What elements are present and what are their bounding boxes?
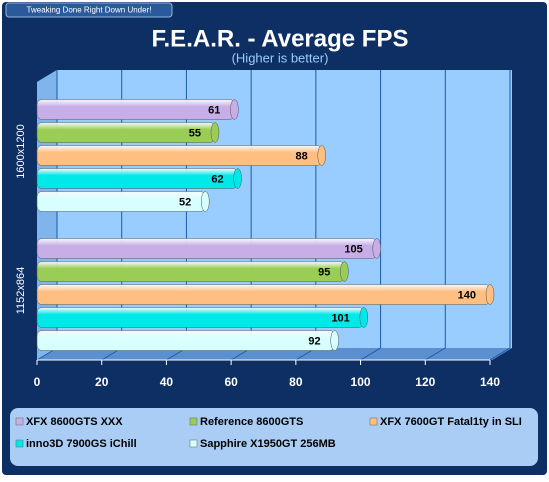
value-label: 52 [179,196,191,208]
x-tick-label: 120 [415,375,435,389]
bar [36,168,238,189]
value-label: 140 [458,289,476,301]
x-tick-label: 80 [289,375,303,389]
bar [36,145,322,166]
chart-subtitle: (Higher is better) [232,50,329,65]
legend-label: XFX 8600GTS XXX [26,416,123,428]
bar-cap [485,284,495,305]
legend-label: Reference 8600GTS [200,416,303,428]
value-label: 92 [308,335,320,347]
floor-line [489,347,511,361]
bar [36,99,235,120]
bar-cap [330,330,339,351]
bar-cap [340,261,349,282]
value-label: 62 [211,173,223,185]
bar-cap [201,191,210,212]
y-tick-label: 1152x864 [15,267,27,315]
value-label: 101 [331,312,349,324]
value-label: 88 [295,150,307,162]
legend-swatch [189,439,198,448]
x-tick-label: 40 [160,375,174,389]
floor-line [425,347,446,361]
value-label: 95 [318,266,330,278]
x-tick-label: 60 [224,375,238,389]
bar [36,330,335,351]
legend-label: XFX 7600GT Fatal1ty in SLI [380,416,522,428]
y-tick-label: 1600x1200 [15,124,27,178]
bar-cap [359,307,369,328]
bar [36,307,365,328]
bar [36,261,345,282]
bar [36,238,377,259]
legend-swatch [369,417,378,426]
tagline: Tweaking Done Right Down Under! [27,6,152,15]
bar-cap [372,238,381,259]
floor [37,348,512,360]
chart-title: F.E.A.R. - Average FPS [152,25,409,52]
legend-label: Sapphire X1950GT 256MB [200,438,336,450]
x-tick-label: 20 [95,375,109,389]
value-label: 55 [189,127,201,139]
legend [10,408,538,466]
bar-cap [317,145,326,166]
legend-label: inno3D 7900GS iChill [26,438,137,450]
x-tick-label: 0 [34,375,41,389]
value-label: 61 [208,104,220,116]
tagline-tab [5,2,173,18]
bar-cap [210,122,220,143]
bar [36,284,491,305]
legend-swatch [189,417,198,426]
bar-cap [230,99,239,120]
bar-cap [233,168,242,189]
x-tick-label: 100 [351,375,371,389]
legend-swatch [15,439,24,448]
floor-line [360,347,381,361]
legend-swatch [15,417,24,426]
value-label: 105 [344,243,362,255]
x-tick-label: 140 [480,375,500,389]
